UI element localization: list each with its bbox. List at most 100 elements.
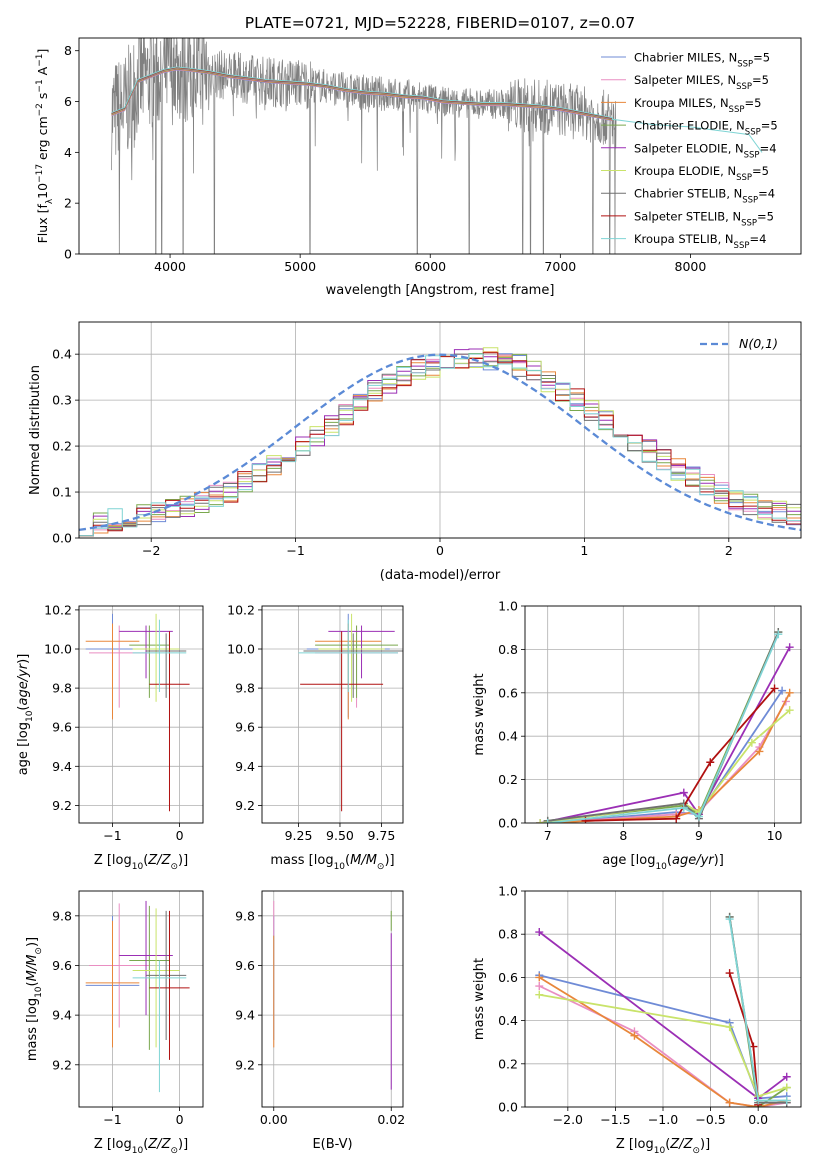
label-part: 10: [655, 862, 667, 872]
y-tick-label: 4: [64, 145, 72, 160]
label-part: ]: [35, 49, 50, 54]
legend-value: =5: [752, 164, 769, 178]
axes-frame-mass-weight-vs-Z: [524, 890, 802, 1108]
weight-marker: [778, 686, 787, 695]
y-tick-label: 0.4: [498, 1013, 518, 1028]
histogram-series: [79, 347, 801, 537]
legend-value: =5: [753, 51, 770, 65]
weight-marker: [782, 1096, 791, 1105]
legend-sub: SSP: [729, 105, 745, 115]
legend-label: Salpeter MILES, NSSP=5: [634, 73, 769, 92]
figure-title: PLATE=0721, MJD=52228, FIBERID=0107, z=0…: [245, 14, 635, 32]
y-tick-label: 0.2: [498, 1056, 518, 1071]
label-part: Z [log: [616, 1137, 654, 1152]
label-part: ⊙: [692, 1146, 700, 1156]
mass-vs-EBV-xlabel: E(B-V): [312, 1137, 352, 1152]
y-tick-label: 6: [64, 94, 72, 109]
label-part: E(B-V): [312, 1137, 352, 1152]
y-tick-label: 9.8: [235, 908, 255, 923]
y-tick-label: 9.6: [52, 720, 72, 735]
y-tick-label: 9.6: [235, 958, 255, 973]
weight-marker: [536, 819, 545, 823]
weight-marker: [535, 982, 544, 991]
x-tick-label: −1.0: [648, 1112, 678, 1127]
weight-marker: [782, 1072, 791, 1081]
label-part: )]: [384, 853, 394, 868]
weight-marker: [725, 1098, 734, 1107]
weight-line-6: [539, 993, 787, 1098]
panel-age-vs-Z: −1 09.29.49.69.810.010.2Z [log10(Z/Z⊙)]ag…: [16, 602, 203, 872]
label-part: mass [log: [25, 998, 40, 1061]
legend-sub: SSP: [745, 128, 761, 138]
mass-weight-vs-age-series: [536, 628, 794, 823]
y-tick-label: 9.8: [235, 681, 255, 696]
legend-label: Chabrier ELODIE, NSSP=5: [634, 119, 778, 138]
weight-line-4: [547, 631, 780, 822]
x-tick-label: −2.0: [553, 1112, 583, 1127]
y-tick-label: 0.2: [52, 439, 72, 454]
y-tick-label: 0.0: [52, 531, 72, 546]
y-tick-label: 10.0: [44, 642, 72, 657]
label-part: )]: [700, 1137, 710, 1152]
label-part: )]: [178, 853, 188, 868]
panel-mass-weight-vs-Z: −2.0 −1.5 −1.0 −0.5 0.0 0.0 0.2 0.4 0.6 0.8 1.0 Z […: [472, 884, 801, 1156]
x-tick-label: 2: [725, 543, 733, 558]
x-tick-label: 9: [695, 828, 703, 843]
label-part: 10: [654, 1146, 666, 1156]
weight-marker: [747, 738, 756, 747]
weight-marker: [755, 747, 764, 756]
x-tick-label: 6000: [414, 259, 446, 274]
y-tick-label: 8: [64, 43, 72, 58]
axes-frame-mass-vs-Z: [78, 890, 204, 1108]
mass-vs-Z-series: [85, 900, 190, 1093]
y-tick-label: 2: [64, 196, 72, 211]
weight-line-7: [547, 631, 780, 822]
label-part: ⊙: [377, 862, 385, 872]
weight-marker: [535, 990, 544, 999]
label-part: Z [log: [94, 1137, 132, 1152]
y-tick-label: 0.1: [52, 485, 72, 500]
weight-marker: [785, 688, 794, 697]
legend-label: Salpeter STELIB, NSSP=5: [634, 209, 774, 228]
mass-weight-vs-Z-series: [535, 912, 791, 1107]
x-tick-label: 7: [544, 828, 552, 843]
y-tick-label: 0.8: [498, 642, 518, 657]
x-tick-label: 8000: [675, 259, 707, 274]
x-tick-label: 9.50: [326, 828, 354, 843]
y-tick-label: 0.4: [498, 729, 518, 744]
label-part: (: [143, 853, 148, 868]
label-part: (: [16, 706, 31, 711]
legend-text: Kroupa STELIB, N: [634, 232, 734, 246]
x-tick-label: 8: [619, 828, 627, 843]
label-part: (: [25, 981, 40, 986]
weight-marker: [754, 1096, 763, 1105]
x-tick-label: 0: [176, 1112, 184, 1127]
y-tick-label: 9.8: [52, 908, 72, 923]
mass-weight-vs-age-xlabel: age [log10(age/yr)]: [602, 853, 724, 872]
weight-marker: [785, 706, 794, 715]
label-part: age/yr: [16, 662, 31, 705]
y-tick-label: 0.6: [498, 970, 518, 985]
age-vs-mass-xlabel: mass [log10(M/M⊙)]: [270, 853, 394, 872]
label-part: age [log: [602, 853, 655, 868]
weight-marker: [785, 643, 794, 652]
weight-marker: [630, 1031, 639, 1040]
label-part: s: [35, 93, 50, 104]
label-part: Z/Z: [147, 853, 171, 868]
legend-text: Salpeter MILES, N: [634, 73, 736, 87]
label-part: (: [143, 1137, 148, 1152]
y-tick-label: 9.2: [52, 1057, 72, 1072]
label-part: (: [667, 853, 672, 868]
x-tick-label: −1: [103, 828, 121, 843]
label-part: Z [log: [94, 853, 132, 868]
legend-sub: SSP: [744, 150, 760, 160]
mass-weight-vs-age-ylabel: mass weight: [472, 673, 487, 755]
y-tick-label: 9.6: [235, 720, 255, 735]
y-tick-label: 0.2: [498, 772, 518, 787]
label-part: Z/Z: [669, 1137, 693, 1152]
mass-weight-vs-Z-ylabel: mass weight: [472, 958, 487, 1040]
panel-spectrum: 4000 5000 6000 7000 8000 0 2 4 6 8 wavelength [Ang…: [35, 38, 778, 298]
mass-vs-EBV-series: [273, 900, 392, 1090]
y-tick-label: 0.8: [498, 927, 518, 942]
x-tick-label: 5000: [284, 259, 316, 274]
